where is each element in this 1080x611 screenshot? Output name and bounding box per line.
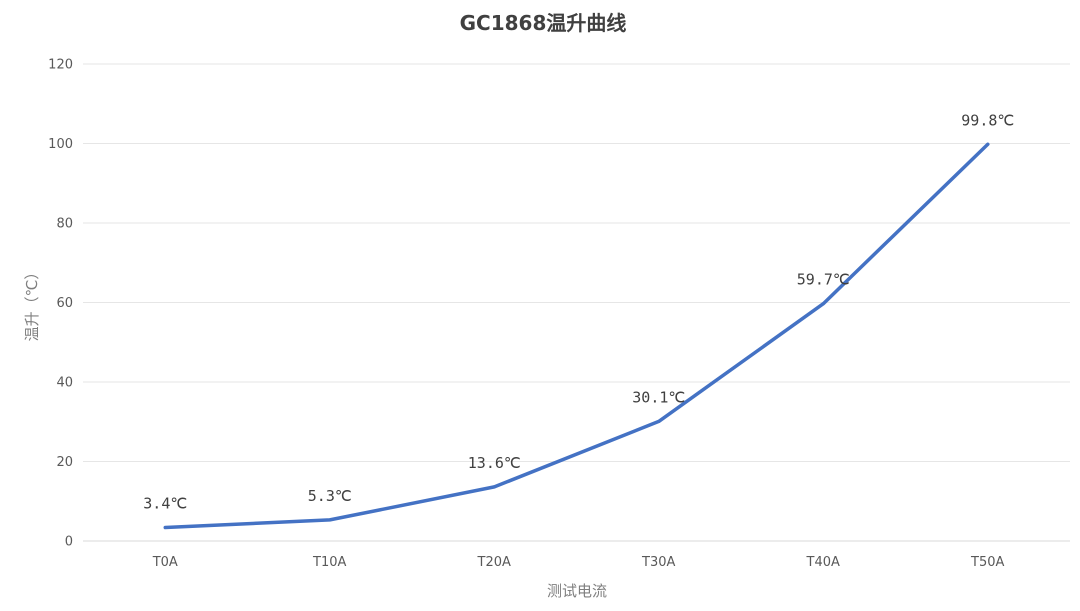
data-label: 30.1℃ — [632, 388, 685, 406]
chart-title: GC1868温升曲线 — [460, 11, 627, 35]
y-tick-label: 0 — [65, 535, 73, 550]
x-tick-label: T0A — [152, 555, 178, 570]
data-point — [657, 419, 661, 423]
x-tick-label: T10A — [312, 555, 346, 570]
x-axis-ticks: T0A T10A T20A T30A T40A T50A — [152, 555, 1005, 570]
data-point — [492, 485, 496, 489]
y-tick-label: 20 — [56, 455, 73, 470]
y-axis-title: 温升（℃） — [23, 265, 41, 342]
gridlines — [83, 63, 1070, 542]
data-point — [821, 302, 825, 306]
data-point — [163, 525, 167, 529]
y-axis-ticks: 0 20 40 60 80 100 120 — [48, 58, 73, 550]
y-tick-label: 80 — [56, 217, 73, 232]
x-tick-label: T50A — [970, 555, 1004, 570]
data-label: 13.6℃ — [468, 454, 521, 472]
y-tick-label: 60 — [56, 296, 73, 311]
data-point — [328, 518, 332, 522]
data-label: 5.3℃ — [308, 487, 352, 505]
data-labels: 3.4℃ 5.3℃ 13.6℃ 30.1℃ 59.7℃ 99.8℃ — [143, 111, 1014, 512]
y-tick-label: 120 — [48, 58, 73, 73]
series-layer — [163, 142, 990, 530]
x-tick-label: T30A — [641, 555, 675, 570]
data-label: 59.7℃ — [797, 271, 850, 289]
x-axis-title: 测试电流 — [547, 582, 607, 600]
data-label: 3.4℃ — [143, 494, 187, 512]
x-tick-label: T20A — [477, 555, 511, 570]
x-tick-label: T40A — [806, 555, 840, 570]
y-tick-label: 40 — [56, 376, 73, 391]
data-label: 99.8℃ — [961, 111, 1014, 129]
y-tick-label: 100 — [48, 137, 73, 152]
data-point — [986, 142, 990, 146]
series-line — [163, 142, 990, 530]
